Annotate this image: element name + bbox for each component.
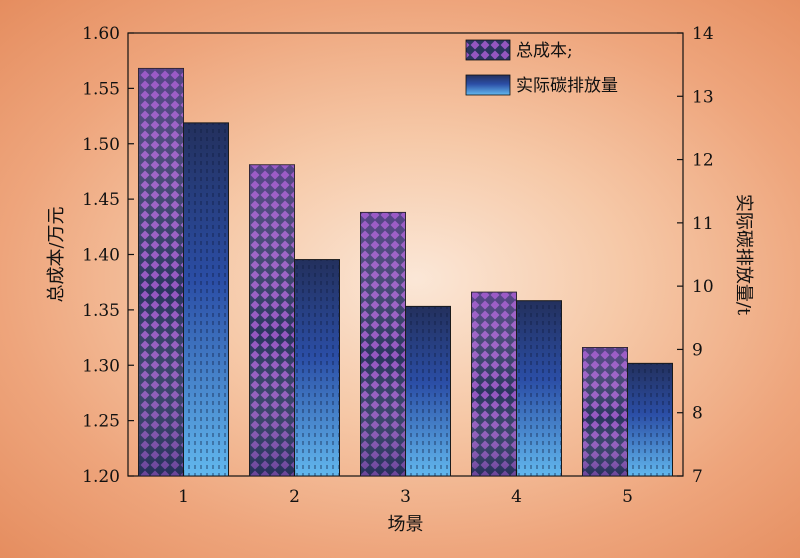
x-tick-label: 5 xyxy=(622,487,633,507)
legend: 总成本; 实际碳排放量 xyxy=(465,39,618,96)
legend-swatch-total-cost xyxy=(465,39,511,61)
bar-total-cost-shade xyxy=(582,347,628,476)
left-tick-label: 1.20 xyxy=(82,467,120,487)
x-tick-label: 2 xyxy=(289,487,300,507)
right-tick-label: 8 xyxy=(692,404,703,424)
right-tick-label: 9 xyxy=(692,340,703,360)
left-axis-title: 总成本/万元 xyxy=(46,206,67,302)
bar-total-cost-shade xyxy=(360,212,406,477)
right-axis: 7 8 9 10 11 12 13 14 xyxy=(677,24,714,487)
right-tick-label: 10 xyxy=(692,277,714,297)
left-tick-label: 1.35 xyxy=(82,301,120,321)
left-tick-label: 1.25 xyxy=(82,412,120,432)
legend-label-total-cost: 总成本; xyxy=(516,41,573,61)
bar-carbon-emission-texture xyxy=(183,122,229,476)
right-tick-label: 7 xyxy=(692,467,703,487)
bar-total-cost-shade xyxy=(471,292,517,476)
left-tick-label: 1.60 xyxy=(82,24,120,44)
bars-group xyxy=(138,67,673,477)
legend-label-carbon-emission: 实际碳排放量 xyxy=(516,76,618,96)
left-tick-label: 1.30 xyxy=(82,356,120,376)
bar-carbon-emission-texture xyxy=(294,259,340,476)
x-tick-label: 1 xyxy=(178,487,189,507)
bar-total-cost-shade xyxy=(249,164,295,477)
right-axis-title: 实际碳排放量/t xyxy=(733,194,754,316)
bar-carbon-emission-texture xyxy=(405,306,451,476)
right-tick-label: 12 xyxy=(692,151,714,171)
bar-carbon-emission-texture xyxy=(516,300,562,476)
x-axis: 1 2 3 4 5 xyxy=(178,470,633,507)
right-tick-label: 14 xyxy=(692,24,714,44)
x-axis-title: 场景 xyxy=(388,514,424,535)
right-tick-label: 13 xyxy=(692,87,714,107)
left-tick-label: 1.55 xyxy=(82,79,120,99)
left-tick-label: 1.50 xyxy=(82,135,120,155)
right-tick-label: 11 xyxy=(692,214,714,234)
x-tick-label: 3 xyxy=(400,487,411,507)
legend-swatch-carbon-emission xyxy=(465,74,511,96)
left-axis: 1.20 1.25 1.30 1.35 1.40 1.45 1.50 1.55 1.60 xyxy=(82,24,134,487)
left-tick-label: 1.45 xyxy=(82,190,120,210)
bar-total-cost-shade xyxy=(138,68,184,476)
bar-carbon-emission-texture xyxy=(627,363,673,476)
x-tick-label: 4 xyxy=(511,487,522,507)
left-tick-label: 1.40 xyxy=(82,246,120,266)
